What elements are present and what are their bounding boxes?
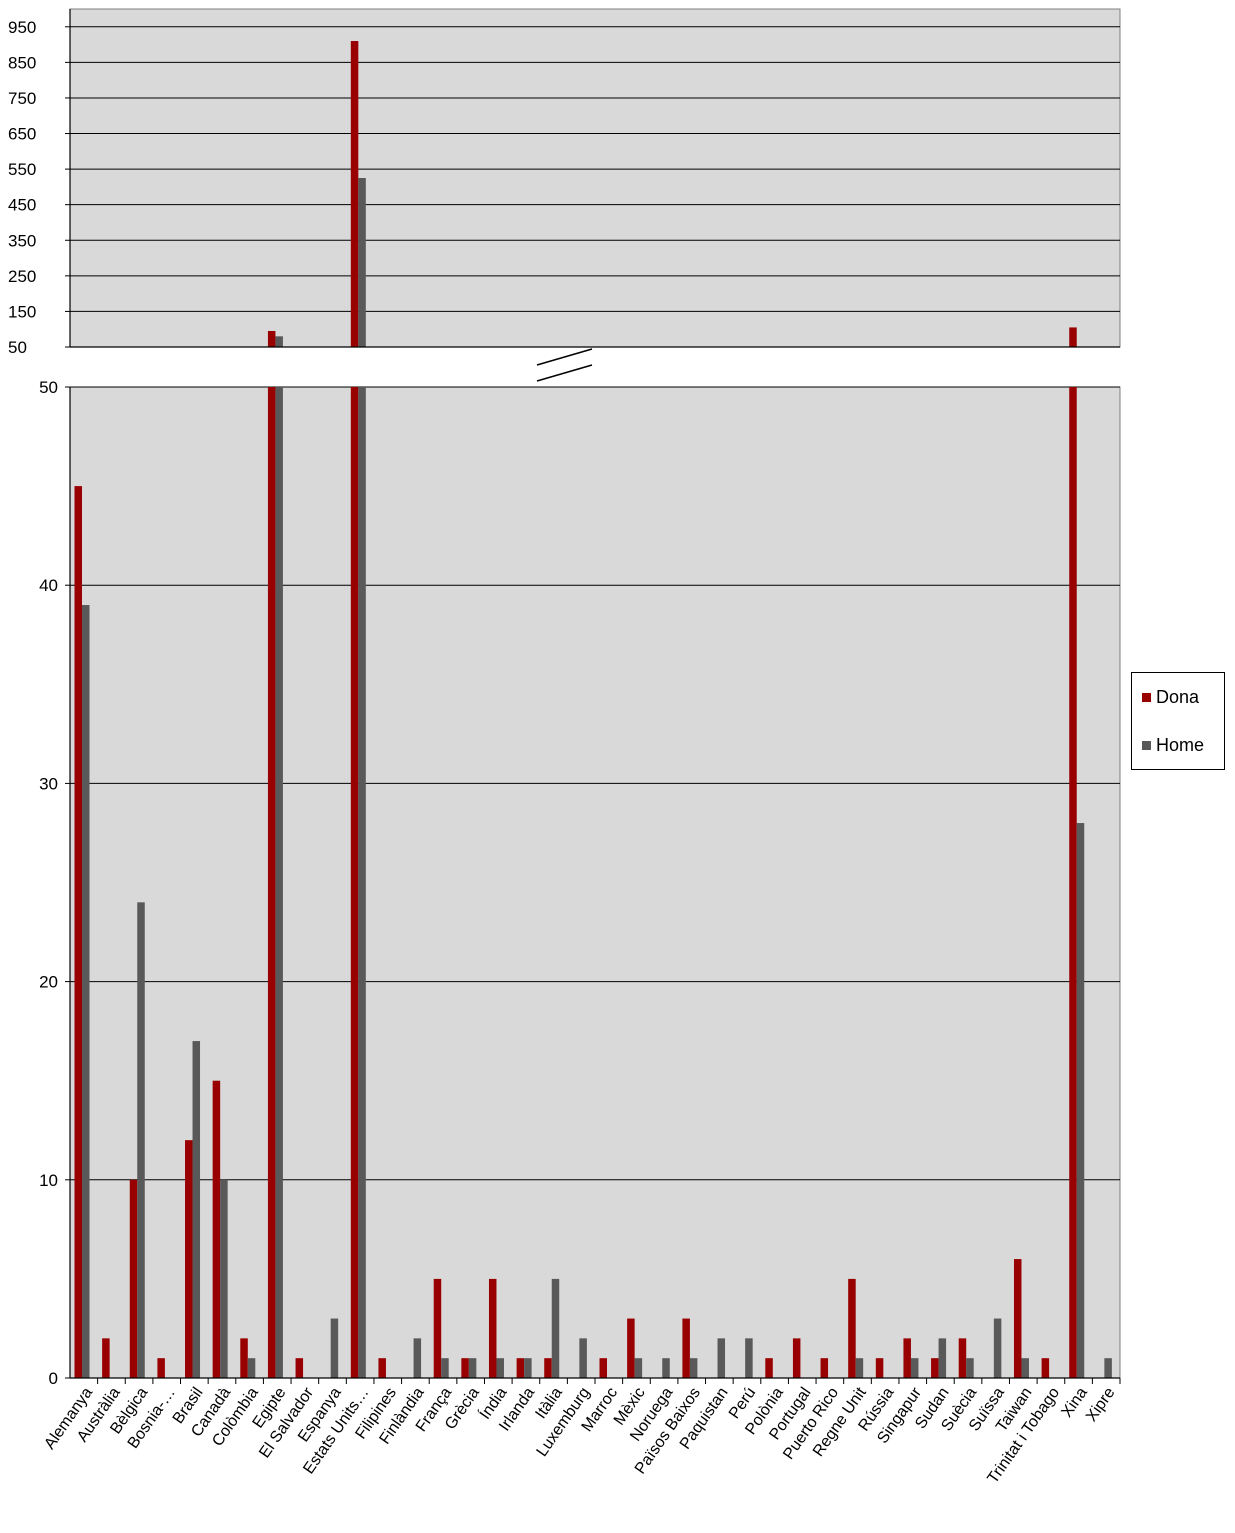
bar-dona-polonia [765, 1358, 773, 1378]
legend-swatch-home [1142, 741, 1151, 750]
bar-dona-grecia [461, 1358, 469, 1378]
upper-gridlines [70, 26, 1120, 312]
bar-dona-russia [875, 1358, 884, 1378]
upper-tick-label-150: 150 [8, 302, 36, 321]
legend: Dona Home [1131, 672, 1225, 770]
bar-dona-alemanya [74, 486, 82, 1379]
bar-dona-estats-units-upper [350, 41, 359, 347]
upper-tick-label-350: 350 [8, 231, 36, 250]
bar-home-luxemburg [579, 1338, 587, 1378]
upper-plot-area [69, 8, 1121, 348]
bar-dona-bosnia [157, 1358, 165, 1378]
bar-home-estats-units-upper [358, 178, 366, 347]
bar-dona-suecia [958, 1338, 967, 1378]
upper-tick-label-50: 50 [8, 338, 27, 357]
bar-dona-canada [212, 1080, 221, 1378]
upper-tick-label-250: 250 [8, 267, 36, 286]
bar-dona-egipte [267, 387, 276, 1378]
lower-tick-label-30: 30 [39, 774, 58, 793]
bar-home-noruega [662, 1358, 670, 1378]
bar-home-colombia [247, 1358, 256, 1378]
upper-tick-label-450: 450 [8, 196, 36, 215]
lower-bars [74, 387, 1112, 1379]
upper-bars [267, 41, 1077, 347]
bar-dona-filipines [378, 1358, 386, 1378]
bar-home-xina [1076, 823, 1085, 1378]
legend-swatch-dona [1142, 693, 1151, 702]
upper-tick-label-750: 750 [8, 89, 36, 108]
bar-home-alemanya [82, 605, 90, 1378]
bar-dona-xina [1069, 387, 1077, 1378]
bar-home-peru [745, 1338, 753, 1378]
bar-dona-egipte-upper [267, 330, 276, 347]
bar-dona-sudan [931, 1358, 939, 1378]
legend-item-home: Home [1142, 735, 1204, 756]
lower-tick-label-10: 10 [39, 1171, 58, 1190]
bar-home-paisos-baixos [689, 1358, 698, 1378]
lower-tick-label-50: 50 [39, 378, 58, 397]
bar-dona-colombia [240, 1338, 248, 1378]
bar-home-belgica [137, 902, 145, 1378]
bar-home-xipre [1104, 1358, 1112, 1378]
bar-home-sudan [938, 1338, 947, 1378]
bar-dona-mexic [627, 1318, 635, 1378]
lower-gridlines [70, 386, 1120, 1181]
upper-tick-label-650: 650 [8, 125, 36, 144]
category-label-xipre: Xipre [1083, 1384, 1118, 1424]
legend-label-dona: Dona [1156, 687, 1200, 707]
bar-home-estats-units [358, 387, 366, 1378]
bar-home-india [496, 1358, 504, 1378]
bar-home-taiwan [1021, 1358, 1029, 1378]
legend-item-dona: Dona [1142, 687, 1199, 708]
bar-dona-irlanda [516, 1358, 525, 1378]
bar-home-suissa [993, 1318, 1002, 1378]
bar-dona-el-salvador [295, 1358, 304, 1378]
bar-home-espanya [330, 1318, 339, 1378]
lower-plot-area [69, 386, 1121, 1379]
bar-home-italia [551, 1278, 560, 1378]
bar-home-mexic [634, 1358, 643, 1378]
bar-home-paquistan [717, 1338, 726, 1378]
bar-dona-puerto-rico [820, 1358, 829, 1378]
category-labels: AlemanyaAustràliaBèlgicaBosnia-…BrasilCa… [41, 1378, 1121, 1487]
bar-dona-paisos-baixos [682, 1318, 690, 1378]
lower-tick-label-20: 20 [39, 973, 58, 992]
legend-label-home: Home [1156, 735, 1205, 755]
upper-tick-label-950: 950 [8, 18, 36, 37]
tick-labels: 50 150 250 350 450 550 650 750 850 950 0 10 20 30 40 50 [8, 18, 70, 1388]
bar-home-finlandia [413, 1338, 422, 1378]
bar-dona-portugal [792, 1338, 801, 1378]
bar-home-egipte-upper [275, 336, 283, 347]
axis-break-marker [536, 348, 593, 382]
bar-dona-franca [433, 1278, 442, 1378]
bar-home-brasil [192, 1041, 201, 1378]
bar-home-suecia [966, 1358, 974, 1378]
bar-home-regne-unit [855, 1358, 864, 1378]
bar-dona-brasil [185, 1140, 193, 1378]
bar-home-singapur [910, 1358, 919, 1378]
upper-tick-label-550: 550 [8, 160, 36, 179]
bar-dona-estats-units [350, 387, 359, 1378]
bar-dona-australia [102, 1338, 110, 1378]
bar-home-canada [220, 1179, 228, 1378]
bar-dona-xina-upper [1069, 327, 1077, 347]
bar-dona-italia [544, 1358, 552, 1378]
bar-dona-trinitat-i-tobago [1041, 1358, 1050, 1378]
bar-home-egipte [275, 387, 283, 1378]
bar-dona-marroc [599, 1358, 607, 1378]
lower-tick-label-0: 0 [49, 1369, 58, 1388]
bar-dona-belgica [129, 1179, 138, 1378]
bar-dona-singapur [903, 1338, 911, 1378]
bar-dona-regne-unit [848, 1278, 856, 1378]
bar-dona-india [488, 1278, 497, 1378]
lower-tick-label-40: 40 [39, 576, 58, 595]
bar-home-franca [441, 1358, 449, 1378]
bar-dona-taiwan [1013, 1259, 1022, 1378]
bar-home-irlanda [524, 1358, 532, 1378]
upper-tick-label-850: 850 [8, 53, 36, 72]
bar-home-grecia [468, 1358, 477, 1378]
